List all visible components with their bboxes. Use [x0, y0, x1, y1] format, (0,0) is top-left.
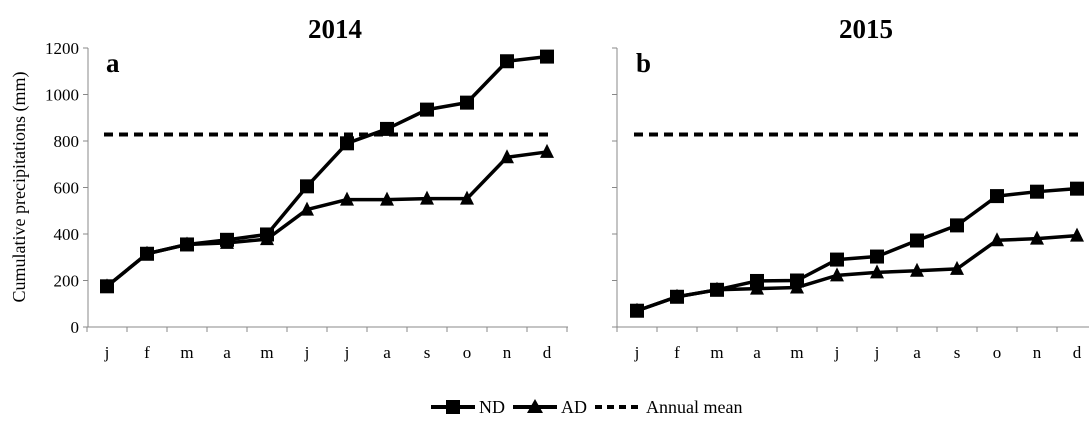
x-tick-label: f [144, 343, 150, 362]
x-tick-label: a [383, 343, 391, 362]
tick-group: 0 200 400 600 800 1000 1200 j f m a m j j a s o n d [45, 39, 568, 362]
x-tick-label: o [463, 343, 472, 362]
data-point-ad [460, 190, 474, 205]
data-point-ad [670, 288, 684, 303]
y-tick-label: 600 [54, 179, 80, 198]
x-tick-label: d [1073, 343, 1082, 362]
series-line-ad [636, 233, 1078, 313]
chart-panel-2014: 2014 a Cumulative precipitations (mm) 0 2… [9, 14, 568, 362]
data-point-ad [990, 232, 1004, 247]
data-point-ad [870, 264, 884, 279]
y-tick-label: 0 [71, 318, 80, 337]
series-group [630, 132, 1084, 318]
y-tick-label: 400 [54, 225, 80, 244]
panel-label: a [106, 48, 120, 78]
x-tick-label: j [344, 343, 350, 362]
data-point-nd [340, 136, 354, 151]
x-tick-label: j [104, 343, 110, 362]
data-point-ad [420, 190, 434, 205]
x-tick-label: m [180, 343, 193, 362]
chart-panel-2015: 2015 b j f m a m j j a s o n d [612, 14, 1089, 362]
data-point-ad [950, 260, 964, 275]
data-point-ad [630, 302, 644, 317]
data-point-ad [540, 143, 554, 158]
y-tick-label: 1000 [45, 86, 79, 105]
x-tick-label: d [543, 343, 552, 362]
x-tick-label: m [710, 343, 723, 362]
data-point-ad [220, 234, 234, 249]
data-point-ad [380, 191, 394, 206]
data-point-ad [100, 278, 114, 293]
x-tick-label: j [304, 343, 310, 362]
data-point-ad [1070, 227, 1084, 242]
legend-marker-triangle [527, 399, 543, 413]
x-tick-label: n [503, 343, 512, 362]
x-tick-label: a [223, 343, 231, 362]
data-point-ad [750, 280, 764, 295]
data-point-ad [140, 245, 154, 260]
x-tick-label: s [424, 343, 431, 362]
data-point-ad [1030, 230, 1044, 245]
data-point-nd [500, 54, 514, 69]
legend-label-annual-mean: Annual mean [646, 397, 742, 417]
data-point-ad [300, 201, 314, 216]
data-point-nd [300, 179, 314, 194]
data-point-nd [380, 121, 394, 136]
legend-marker-square [446, 400, 460, 414]
y-tick-label: 800 [54, 132, 80, 151]
legend: ND AD Annual mean [431, 397, 742, 417]
data-point-nd [420, 102, 434, 117]
series-line-nd [105, 54, 548, 288]
data-point-nd [1030, 184, 1044, 199]
data-point-ad [910, 262, 924, 277]
y-tick-label: 1200 [45, 39, 79, 58]
y-tick-label: 200 [54, 272, 80, 291]
data-point-ad [790, 279, 804, 294]
data-point-nd [950, 218, 964, 233]
data-point-nd [870, 249, 884, 264]
x-tick-label: s [954, 343, 961, 362]
data-point-ad [500, 149, 514, 164]
data-point-nd [1070, 181, 1084, 196]
x-tick-label: m [260, 343, 273, 362]
y-axis-label: Cumulative precipitations (mm) [9, 72, 30, 303]
data-point-nd [990, 189, 1004, 204]
series-line-ad [105, 150, 548, 288]
data-point-nd [460, 95, 474, 110]
data-point-nd [910, 233, 924, 248]
x-tick-label: a [913, 343, 921, 362]
data-point-ad [180, 236, 194, 251]
data-point-ad [830, 267, 844, 282]
chart-title: 2014 [308, 14, 362, 44]
x-tick-label: m [790, 343, 803, 362]
x-tick-label: n [1033, 343, 1042, 362]
data-point-ad [340, 191, 354, 206]
x-tick-label: f [674, 343, 680, 362]
data-point-nd [540, 49, 554, 64]
x-tick-label: a [753, 343, 761, 362]
panel-label: b [636, 48, 651, 78]
data-point-nd [830, 252, 844, 267]
x-tick-label: o [993, 343, 1002, 362]
chart-title: 2015 [839, 14, 893, 44]
legend-label-nd: ND [479, 397, 505, 417]
data-point-ad [710, 281, 724, 296]
series-group [100, 49, 554, 294]
x-tick-label: j [874, 343, 880, 362]
x-tick-label: j [834, 343, 840, 362]
legend-label-ad: AD [561, 397, 587, 417]
data-point-ad [260, 231, 274, 246]
x-tick-label: j [634, 343, 640, 362]
